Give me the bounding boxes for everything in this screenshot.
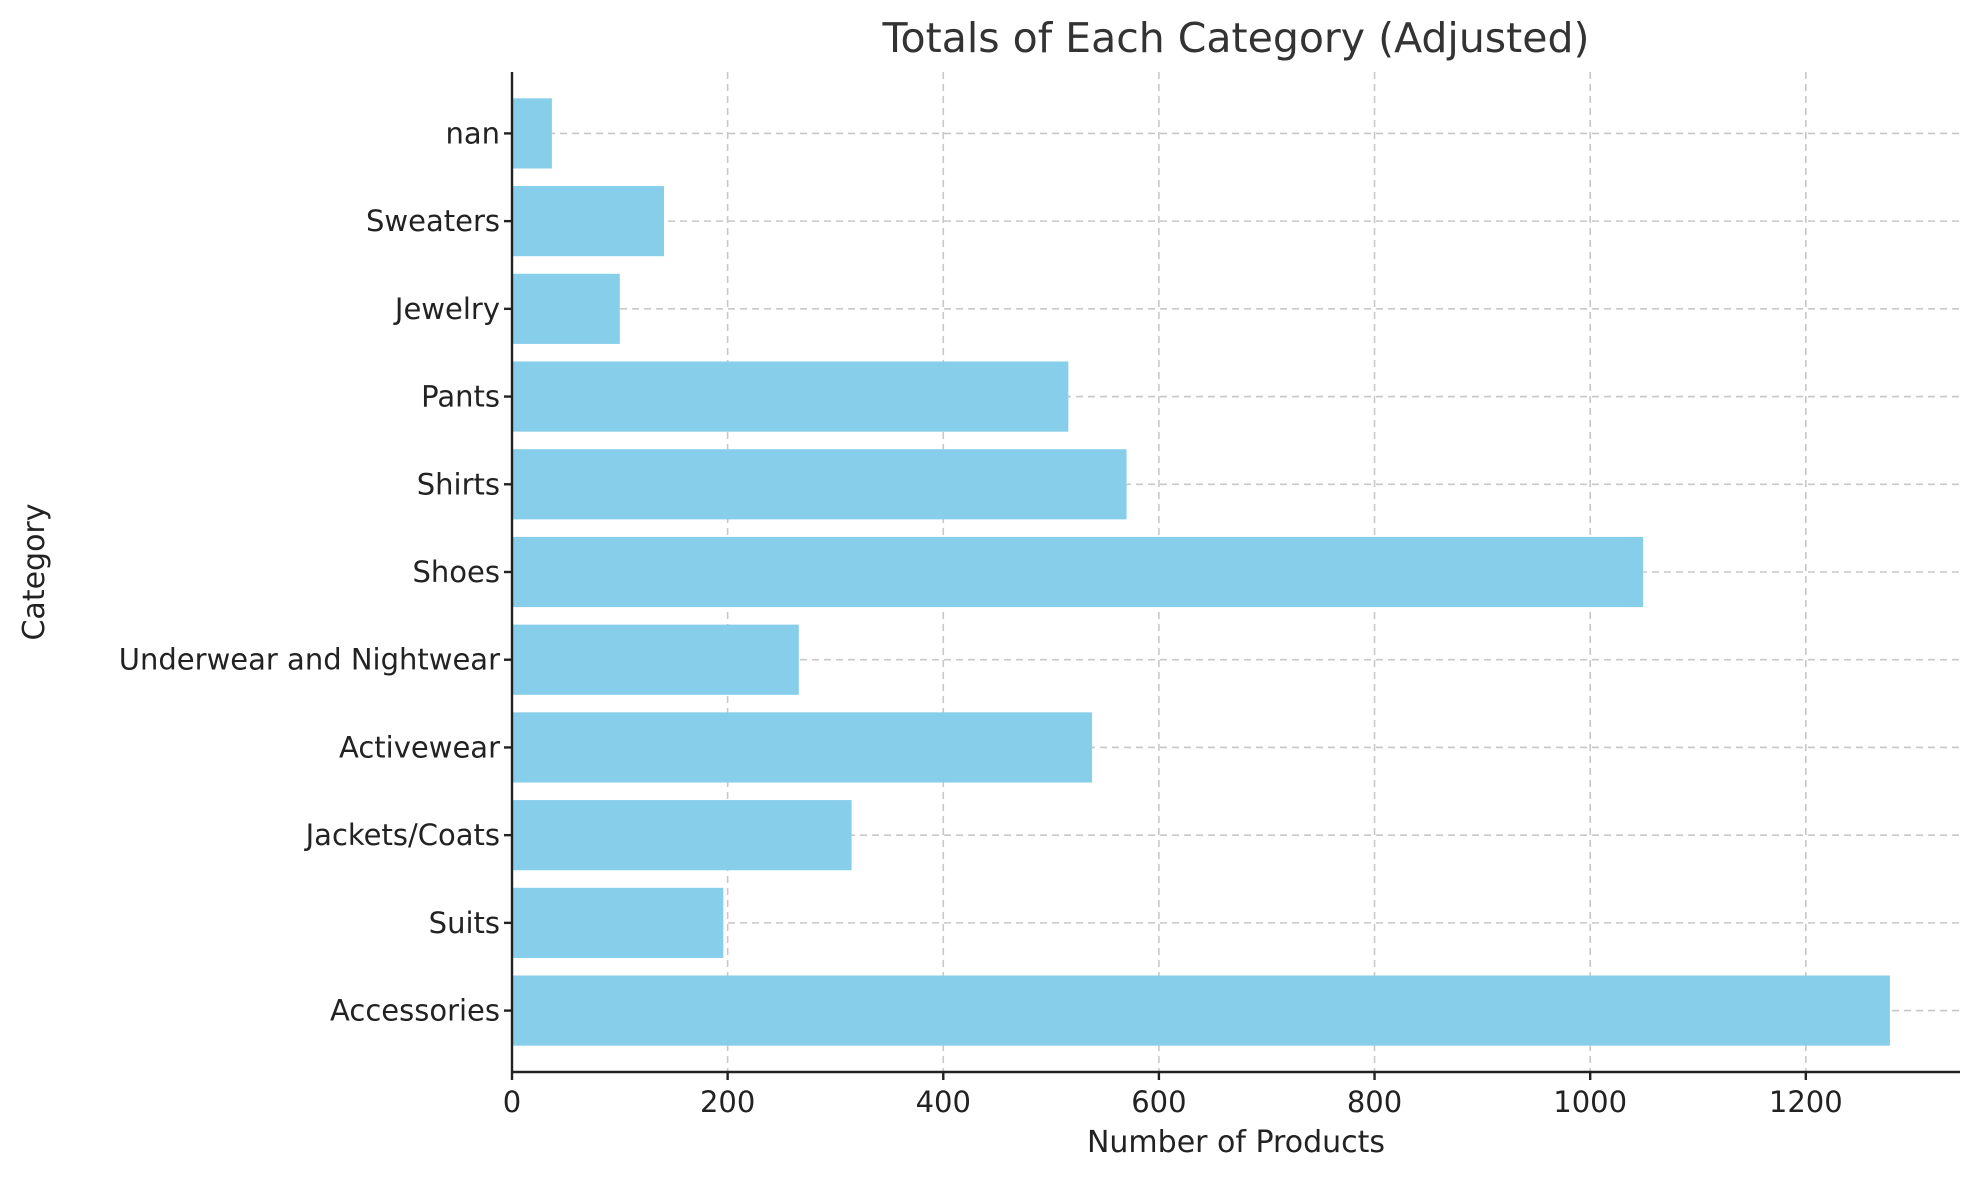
- bar: [512, 975, 1890, 1046]
- x-tick-label: 200: [700, 1085, 755, 1119]
- x-tick-label: 0: [503, 1085, 521, 1119]
- y-tick-label: Shirts: [417, 467, 500, 501]
- x-tick-label: 1000: [1553, 1085, 1627, 1119]
- y-axis-label: Category: [17, 503, 52, 640]
- x-tick-label: 1200: [1769, 1085, 1843, 1119]
- x-tick-label: 800: [1347, 1085, 1402, 1119]
- bar: [512, 536, 1644, 608]
- bar: [512, 449, 1127, 520]
- y-tick-label: Suits: [429, 906, 500, 940]
- bar: [512, 186, 665, 257]
- axes: [504, 72, 1960, 1080]
- bar: [512, 273, 620, 344]
- y-tick-label: Sweaters: [366, 204, 500, 238]
- bar: [512, 624, 799, 695]
- chart-title: Totals of Each Category (Adjusted): [881, 14, 1589, 62]
- bar: [512, 887, 724, 958]
- x-tick-labels: 0 200 400 600 800 1000 1200: [503, 1085, 1843, 1119]
- y-tick-label: Shoes: [413, 555, 500, 589]
- bar: [512, 361, 1069, 432]
- bar: [512, 98, 552, 169]
- x-axis-label: Number of Products: [1087, 1125, 1385, 1160]
- y-tick-label: Activewear: [339, 730, 500, 764]
- y-tick-label: Pants: [421, 380, 500, 414]
- y-tick-label: Jackets/Coats: [304, 818, 500, 852]
- y-tick-labels: Accessories Suits Jackets/Coats Activewear U…: [119, 116, 500, 1027]
- bars: [512, 98, 1890, 1046]
- bar: [512, 712, 1093, 783]
- x-tick-label: 400: [916, 1085, 971, 1119]
- x-tick-label: 600: [1131, 1085, 1186, 1119]
- bar: [512, 800, 852, 871]
- y-tick-label: Underwear and Nightwear: [119, 643, 500, 677]
- y-tick-label: Accessories: [330, 994, 500, 1028]
- y-tick-label: nan: [445, 116, 500, 150]
- y-tick-label: Jewelry: [393, 292, 500, 326]
